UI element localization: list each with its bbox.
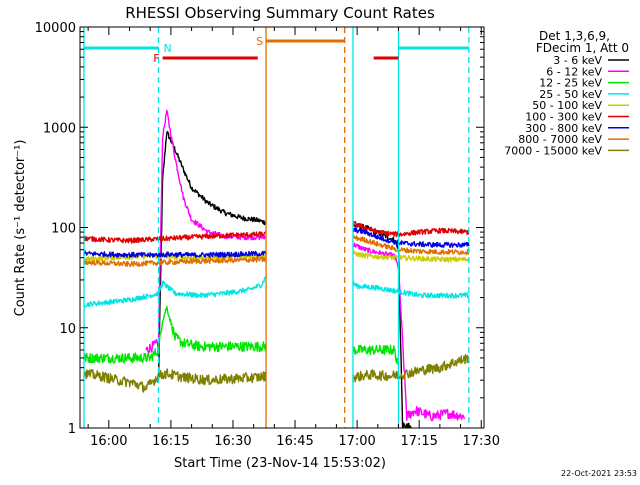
series-line-7 [83, 235, 470, 268]
series-line-6 [83, 227, 470, 259]
footer-date: 22-Oct-2021 23:53 [561, 469, 637, 478]
data-layer: NF S [83, 27, 470, 428]
y-axis-label: Count Rate (s⁻¹ detector⁻¹) [13, 140, 28, 317]
series-line-8 [83, 354, 470, 393]
flag-label-N: N [163, 42, 171, 55]
legend-label-6: 300 - 800 keV [525, 122, 602, 135]
legend-header-line-1: Det 1,3,6,9, [539, 29, 610, 43]
x-tick-label-2: 16:30 [214, 434, 251, 449]
legend-label-8: 7000 - 15000 keV [504, 144, 602, 157]
legend-label-2: 12 - 25 keV [539, 77, 602, 90]
legend-label-0: 3 - 6 keV [553, 54, 602, 67]
x-tick-label-0: 16:00 [90, 434, 127, 449]
x-tick-label-6: 17:30 [463, 434, 500, 449]
y-tick-label-2: 100 [51, 222, 76, 237]
chart-title: RHESSI Observing Summary Count Rates [125, 4, 435, 22]
series-line-1 [145, 109, 466, 422]
flag-label-S: S [256, 35, 263, 48]
legend-label-5: 100 - 300 keV [525, 111, 602, 124]
legend-label-3: 25 - 50 keV [539, 88, 602, 101]
y-tick-label-1: 10 [59, 322, 76, 337]
y-tick-label-4: 10000 [35, 21, 76, 36]
x-tick-label-4: 17:00 [338, 434, 375, 449]
plot-area [83, 109, 470, 428]
legend-label-7: 800 - 7000 keV [518, 133, 602, 146]
x-tick-label-3: 16:45 [276, 434, 313, 449]
x-tick-label-1: 16:15 [152, 434, 189, 449]
series-line-5 [83, 220, 470, 244]
series-line-2 [83, 305, 400, 366]
flag-label-F: F [153, 52, 159, 65]
series-line-3 [83, 276, 470, 308]
y-tick-label-3: 1000 [43, 121, 76, 136]
axes-layer: 16:00 16:15 16:30 16:45 17:00 17:15 17:30 1 10 10… [35, 21, 500, 449]
legend-label-4: 50 - 100 keV [532, 99, 602, 112]
legend-header-line-2: FDecim 1, Att 0 [536, 41, 629, 55]
x-tick-label-5: 17:15 [400, 434, 437, 449]
x-axis-label: Start Time (23-Nov-14 15:53:02) [174, 456, 386, 471]
y-tick-label-0: 1 [68, 422, 76, 437]
legend-label-1: 6 - 12 keV [546, 65, 602, 78]
